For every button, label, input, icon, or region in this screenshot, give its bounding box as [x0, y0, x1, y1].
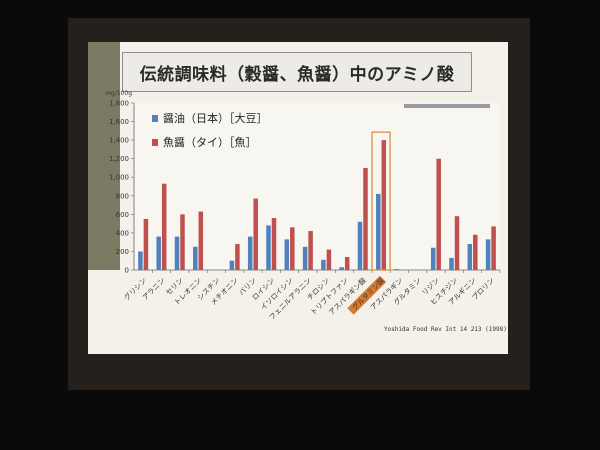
- bar: [235, 244, 240, 270]
- bar: [467, 244, 473, 270]
- bar: [290, 227, 295, 270]
- slide-title: 伝統調味料（穀醤、魚醤）中のアミノ酸: [122, 52, 472, 92]
- y-tick-label: 800: [116, 192, 129, 200]
- y-tick-label: 1,200: [109, 155, 129, 163]
- bar: [271, 218, 277, 270]
- slide-decoration-bar: [404, 104, 490, 108]
- chart-bars: [138, 140, 496, 270]
- citation: Yoshida Food Rev Int 14 213 (1998): [384, 326, 507, 333]
- bar: [138, 251, 143, 270]
- bar: [180, 214, 185, 270]
- highlight-label-box: [347, 275, 387, 315]
- bar: [491, 226, 496, 270]
- legend-swatch: [152, 139, 158, 146]
- legend-label: 醤油（日本）［大豆］: [163, 111, 268, 125]
- bar: [321, 259, 326, 270]
- y-axis-unit: mg/100g: [105, 90, 132, 97]
- bar: [143, 218, 149, 270]
- y-tick-label: 1,600: [109, 118, 129, 126]
- bar: [174, 236, 180, 270]
- legend-label: 魚醤（タイ）［魚］: [163, 135, 257, 149]
- bar: [339, 267, 344, 270]
- bar: [284, 239, 290, 270]
- bar: [308, 231, 313, 270]
- bar: [363, 167, 368, 270]
- bar: [449, 257, 454, 270]
- bar: [376, 193, 381, 270]
- bar: [344, 257, 350, 270]
- bar: [198, 211, 204, 270]
- bar: [229, 260, 235, 270]
- bar: [161, 183, 167, 270]
- bar: [266, 225, 271, 270]
- legend-swatch: [152, 115, 158, 122]
- y-tick-label: 1,800: [109, 100, 129, 108]
- y-tick-label: 600: [116, 211, 129, 219]
- bar: [485, 239, 491, 270]
- bar: [430, 247, 436, 270]
- bar: [454, 216, 460, 270]
- bar: [302, 246, 308, 270]
- bar: [436, 158, 441, 270]
- bar: [326, 249, 332, 270]
- bar: [473, 234, 478, 270]
- y-tick-label: 1,000: [109, 174, 129, 182]
- bar: [357, 221, 363, 270]
- y-tick-label: 200: [116, 248, 129, 256]
- bar: [156, 236, 161, 270]
- bar: [253, 198, 258, 270]
- bar: [394, 269, 399, 270]
- bar: [381, 140, 387, 270]
- chart-legend: 醤油（日本）［大豆］ 魚醤（タイ）［魚］: [152, 111, 268, 149]
- y-tick-label: 1,400: [109, 137, 129, 145]
- y-tick-label: 400: [116, 229, 129, 237]
- highlight-box: [371, 131, 391, 271]
- slide-left-band: [88, 42, 120, 270]
- bar: [193, 246, 198, 270]
- bar: [247, 236, 253, 270]
- plot-area: [134, 103, 500, 270]
- y-tick-label: 0: [125, 267, 129, 275]
